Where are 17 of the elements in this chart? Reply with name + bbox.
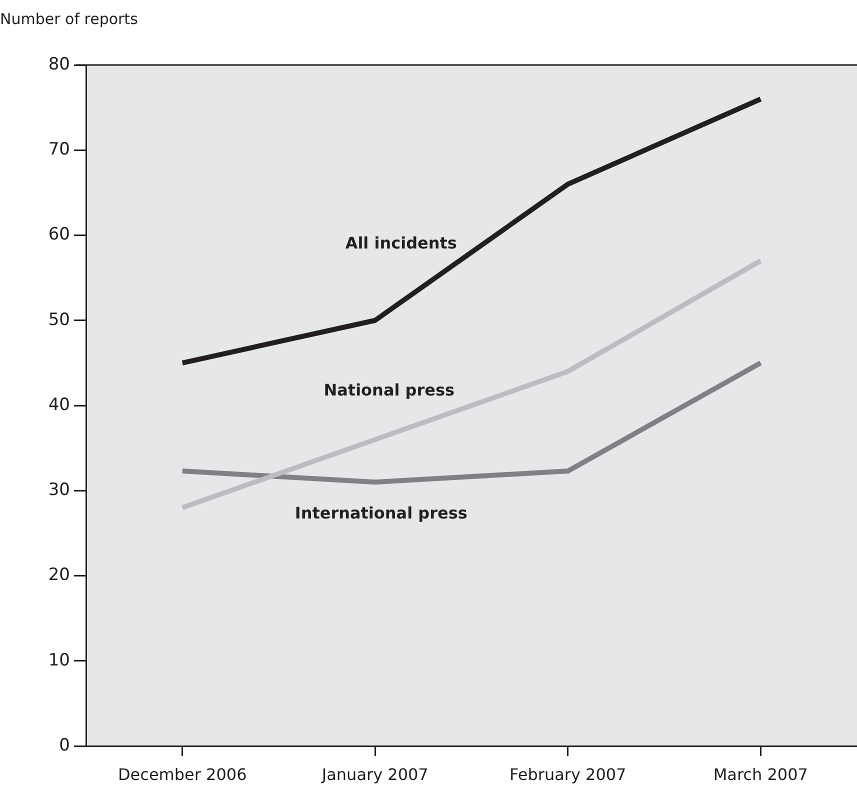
y-axis-title: Number of reports bbox=[0, 10, 138, 28]
y-tick-label: 20 bbox=[48, 565, 70, 586]
series-label: International press bbox=[294, 503, 468, 522]
series-label: All incidents bbox=[345, 234, 457, 253]
y-tick-label: 80 bbox=[48, 54, 70, 74]
y-tick-label: 70 bbox=[48, 140, 70, 160]
x-tick-label: January 2007 bbox=[320, 764, 428, 784]
y-tick-label: 50 bbox=[48, 310, 70, 330]
y-tick-label: 30 bbox=[48, 480, 70, 500]
y-tick-label: 10 bbox=[48, 650, 70, 670]
y-tick-label: 60 bbox=[48, 224, 70, 245]
y-tick-label: 40 bbox=[48, 394, 70, 415]
x-tick-label: February 2007 bbox=[510, 764, 626, 784]
x-tick-label: December 2006 bbox=[118, 764, 247, 784]
series-label: National press bbox=[324, 380, 455, 400]
x-tick-label: March 2007 bbox=[713, 764, 808, 784]
y-tick-label: 0 bbox=[59, 735, 70, 756]
